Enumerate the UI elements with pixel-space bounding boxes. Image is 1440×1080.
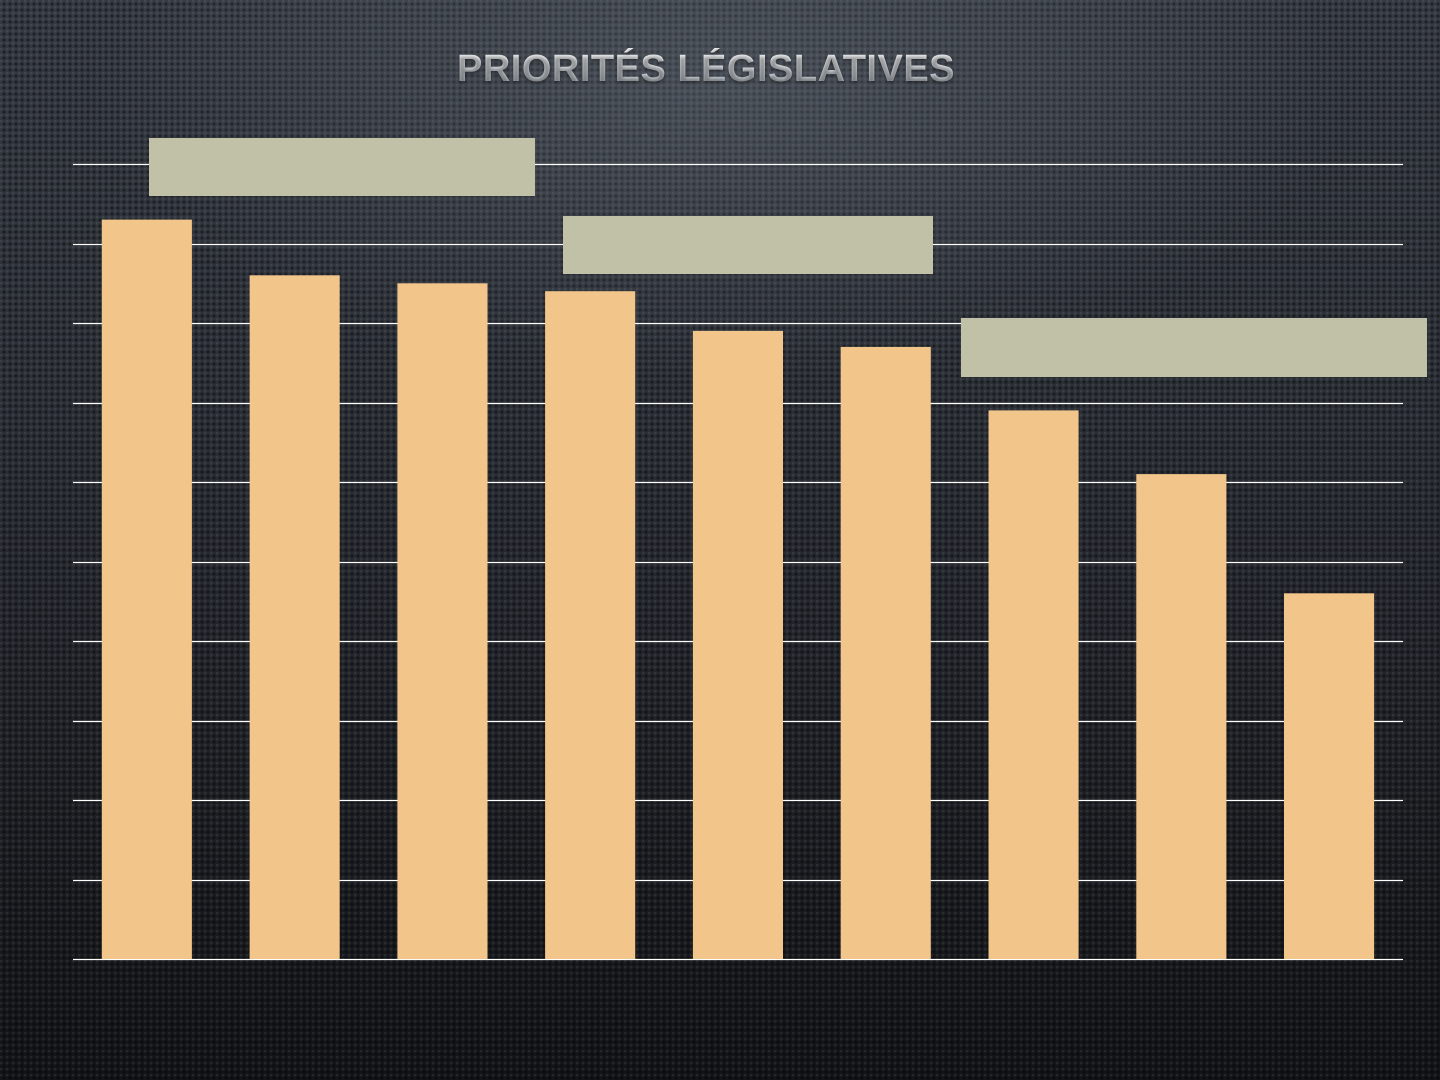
bar-4	[545, 291, 636, 959]
category-label-box-1	[149, 138, 535, 196]
category-label-box-3	[961, 318, 1427, 377]
bar-9	[1284, 593, 1375, 959]
bar-2	[249, 275, 340, 959]
bar-7	[988, 410, 1079, 959]
bar-1	[101, 219, 192, 960]
bar-3	[397, 283, 488, 960]
bars	[101, 219, 1375, 960]
bar-5	[692, 330, 783, 959]
chart-title: PRIORITÉS LÉGISLATIVES	[0, 48, 1412, 91]
bar-6	[840, 346, 931, 959]
bar-8	[1136, 474, 1227, 959]
category-label-box-2	[563, 216, 933, 274]
